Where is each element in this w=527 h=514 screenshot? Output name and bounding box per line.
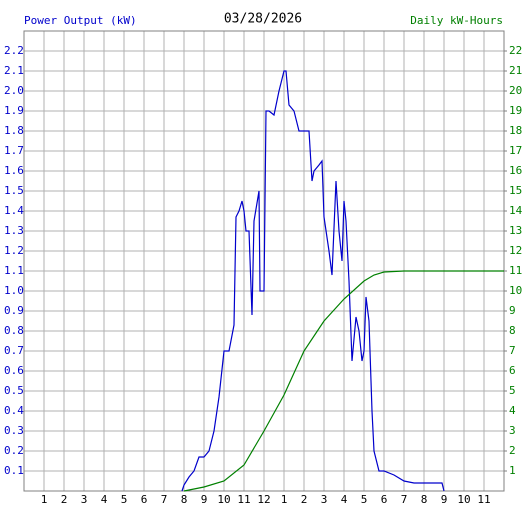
y2-tick-label: 16 bbox=[509, 164, 522, 177]
x-tick-label: 1 bbox=[281, 493, 288, 506]
y2-tick-label: 5 bbox=[509, 384, 516, 397]
y2-tick-label: 17 bbox=[509, 144, 522, 157]
y-tick-label: 0.1 bbox=[4, 464, 24, 477]
x-tick-label: 6 bbox=[381, 493, 388, 506]
y2-tick-label: 10 bbox=[509, 284, 522, 297]
x-tick-label: 1 bbox=[41, 493, 48, 506]
x-tick-label: 6 bbox=[141, 493, 148, 506]
x-tick-label: 3 bbox=[321, 493, 328, 506]
y-tick-label: 0.7 bbox=[4, 344, 24, 357]
y-tick-label: 0.4 bbox=[4, 404, 24, 417]
plot-border bbox=[23, 30, 505, 492]
y2-tick-label: 11 bbox=[509, 264, 522, 277]
y-tick-label: 1.2 bbox=[4, 244, 24, 257]
x-tick-label: 4 bbox=[101, 493, 108, 506]
y2-tick-label: 20 bbox=[509, 84, 522, 97]
y-tick-label: 1.4 bbox=[4, 204, 24, 217]
y-tick-label: 1.6 bbox=[4, 164, 24, 177]
x-tick-label: 10 bbox=[457, 493, 470, 506]
y2-axis-label: Daily kW-Hours bbox=[410, 14, 503, 27]
y2-tick-label: 14 bbox=[509, 204, 523, 217]
y2-tick-label: 1 bbox=[509, 464, 516, 477]
x-tick-label: 11 bbox=[237, 493, 250, 506]
y-tick-label: 2.1 bbox=[4, 64, 24, 77]
x-tick-label: 5 bbox=[121, 493, 128, 506]
y-axis-label: Power Output (kW) bbox=[24, 14, 137, 27]
x-tick-label: 5 bbox=[361, 493, 368, 506]
y2-tick-label: 21 bbox=[509, 64, 522, 77]
y-tick-label: 0.3 bbox=[4, 424, 24, 437]
x-tick-label: 4 bbox=[341, 493, 348, 506]
y-tick-label: 1.0 bbox=[4, 284, 24, 297]
y-tick-label: 1.3 bbox=[4, 224, 24, 237]
series-line bbox=[183, 270, 504, 492]
y2-tick-label: 2 bbox=[509, 444, 516, 457]
y-tick-label: 2.2 bbox=[4, 44, 24, 57]
y-tick-label: 1.5 bbox=[4, 184, 24, 197]
x-tick-label: 7 bbox=[161, 493, 168, 506]
y2-tick-label: 6 bbox=[509, 364, 516, 377]
y2-tick-label: 12 bbox=[509, 244, 522, 257]
y2-tick-label: 4 bbox=[509, 404, 516, 417]
y2-tick-label: 19 bbox=[509, 104, 522, 117]
y-tick-label: 0.5 bbox=[4, 384, 24, 397]
y2-tick-label: 18 bbox=[509, 124, 522, 137]
y2-tick-label: 13 bbox=[509, 224, 522, 237]
x-tick-label: 2 bbox=[301, 493, 308, 506]
x-tick-label: 8 bbox=[181, 493, 188, 506]
y-tick-label: 1.8 bbox=[4, 124, 24, 137]
y2-tick-label: 15 bbox=[509, 184, 522, 197]
y2-tick-label: 3 bbox=[509, 424, 516, 437]
y-tick-label: 1.1 bbox=[4, 264, 24, 277]
chart-title: 03/28/2026 bbox=[224, 12, 302, 27]
y-tick-label: 1.7 bbox=[4, 144, 24, 157]
y-tick-label: 0.9 bbox=[4, 304, 24, 317]
x-tick-label: 9 bbox=[201, 493, 208, 506]
y-tick-label: 0.2 bbox=[4, 444, 24, 457]
x-tick-label: 9 bbox=[441, 493, 448, 506]
y2-tick-label: 9 bbox=[509, 304, 516, 317]
x-tick-label: 3 bbox=[81, 493, 88, 506]
y-tick-label: 1.9 bbox=[4, 104, 24, 117]
x-tick-label: 10 bbox=[217, 493, 230, 506]
y-tick-label: 0.8 bbox=[4, 324, 24, 337]
y2-tick-label: 7 bbox=[509, 344, 516, 357]
y-tick-label: 0.6 bbox=[4, 364, 24, 377]
y2-tick-label: 8 bbox=[509, 324, 516, 337]
x-tick-label: 12 bbox=[257, 493, 270, 506]
series-line bbox=[181, 70, 445, 492]
x-tick-label: 7 bbox=[401, 493, 408, 506]
y-tick-label: 2.0 bbox=[4, 84, 24, 97]
x-tick-label: 8 bbox=[421, 493, 428, 506]
x-tick-label: 2 bbox=[61, 493, 68, 506]
x-tick-label: 11 bbox=[477, 493, 490, 506]
y2-tick-label: 22 bbox=[509, 44, 522, 57]
